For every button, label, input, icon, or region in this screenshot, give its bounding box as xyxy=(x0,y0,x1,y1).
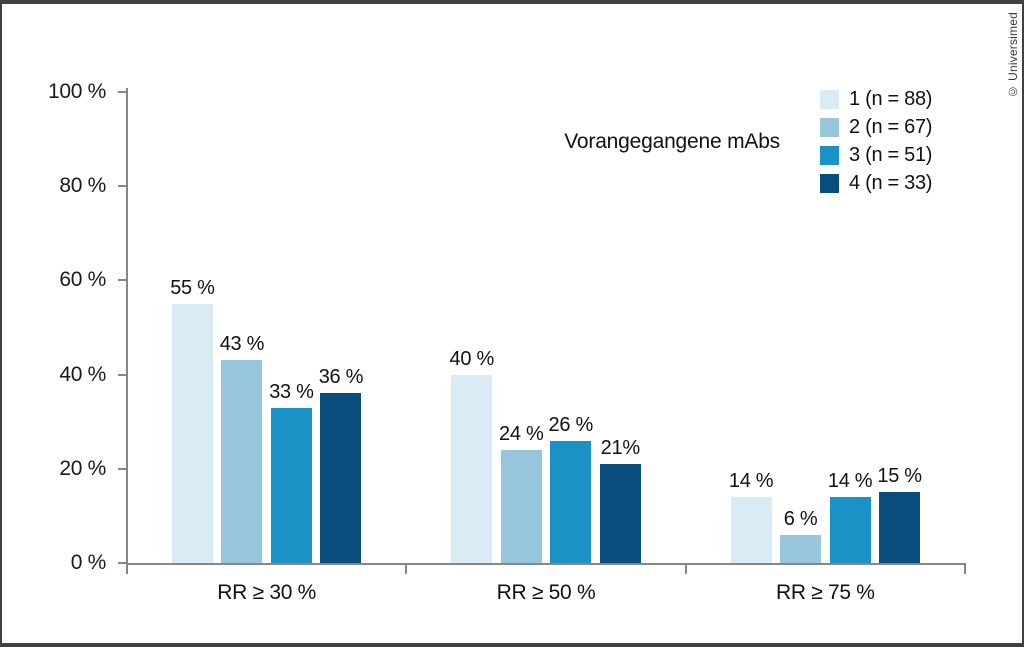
bar xyxy=(221,360,263,563)
legend-label: 3 (n = 51) xyxy=(849,144,933,166)
copyright-label: © Universimed xyxy=(1006,12,1020,99)
y-axis-tick-label: 60 % xyxy=(59,268,106,292)
legend-swatch xyxy=(820,118,839,137)
y-axis-tick-label: 0 % xyxy=(70,551,107,574)
bar-value-label: 15 % xyxy=(877,465,922,488)
x-axis-line xyxy=(126,563,965,565)
y-tick xyxy=(118,279,126,282)
legend-item: 2 (n = 67) xyxy=(820,116,933,138)
category-label: RR ≥ 75 % xyxy=(775,581,875,604)
bar xyxy=(320,393,362,563)
bar xyxy=(730,497,772,563)
x-tick xyxy=(126,563,128,574)
bar-value-label: 21% xyxy=(600,437,640,460)
bar xyxy=(451,374,493,563)
bar-value-label: 36 % xyxy=(318,366,364,389)
bar xyxy=(599,464,641,563)
bar xyxy=(171,303,213,563)
category-label: RR ≥ 50 % xyxy=(496,581,596,604)
y-axis-tick-label: 100 % xyxy=(47,80,106,103)
y-axis-tick-label: 20 % xyxy=(59,456,106,480)
legend-label: 2 (n = 67) xyxy=(849,116,933,138)
legend-item: 3 (n = 51) xyxy=(820,144,933,166)
legend-swatch xyxy=(820,90,839,109)
y-tick xyxy=(118,467,126,470)
x-tick xyxy=(964,563,966,574)
bar xyxy=(270,407,312,563)
legend-label: 1 (n = 88) xyxy=(849,88,933,110)
bar-value-label: 14 % xyxy=(827,470,873,493)
y-axis-tick-label: 80 % xyxy=(59,174,106,198)
y-tick xyxy=(118,185,126,188)
legend-swatch xyxy=(820,174,839,193)
bar-value-label: 55 % xyxy=(170,276,215,299)
bar-value-label: 14 % xyxy=(728,470,774,493)
bar-value-label: 33 % xyxy=(269,380,314,403)
legend-item: 1 (n = 88) xyxy=(820,88,933,110)
legend-item: 4 (n = 33) xyxy=(820,172,933,194)
bar xyxy=(550,440,592,563)
legend: 1 (n = 88) 2 (n = 67) 3 (n = 51) 4 (n = 33) xyxy=(820,88,933,202)
bar-value-label: 26 % xyxy=(548,413,594,436)
chart-annotation: Vorangegangene mAbs xyxy=(564,130,780,153)
y-tick xyxy=(118,91,126,93)
category-label: RR ≥ 30 % xyxy=(217,581,316,604)
bar xyxy=(500,449,542,563)
x-tick xyxy=(684,563,687,574)
y-tick xyxy=(118,373,126,376)
legend-swatch xyxy=(820,146,839,165)
legend-label: 4 (n = 33) xyxy=(849,172,933,194)
y-tick xyxy=(118,562,126,564)
y-axis-line xyxy=(126,88,128,574)
x-tick xyxy=(405,563,408,574)
bar-value-label: 40 % xyxy=(449,347,495,370)
bar xyxy=(879,492,921,563)
bar xyxy=(780,534,822,563)
bar-value-label: 6 % xyxy=(783,507,818,530)
bar-value-label: 43 % xyxy=(219,333,265,356)
bar xyxy=(829,497,871,563)
y-axis-tick-label: 40 % xyxy=(59,362,106,386)
bar-value-label: 24 % xyxy=(499,422,544,445)
